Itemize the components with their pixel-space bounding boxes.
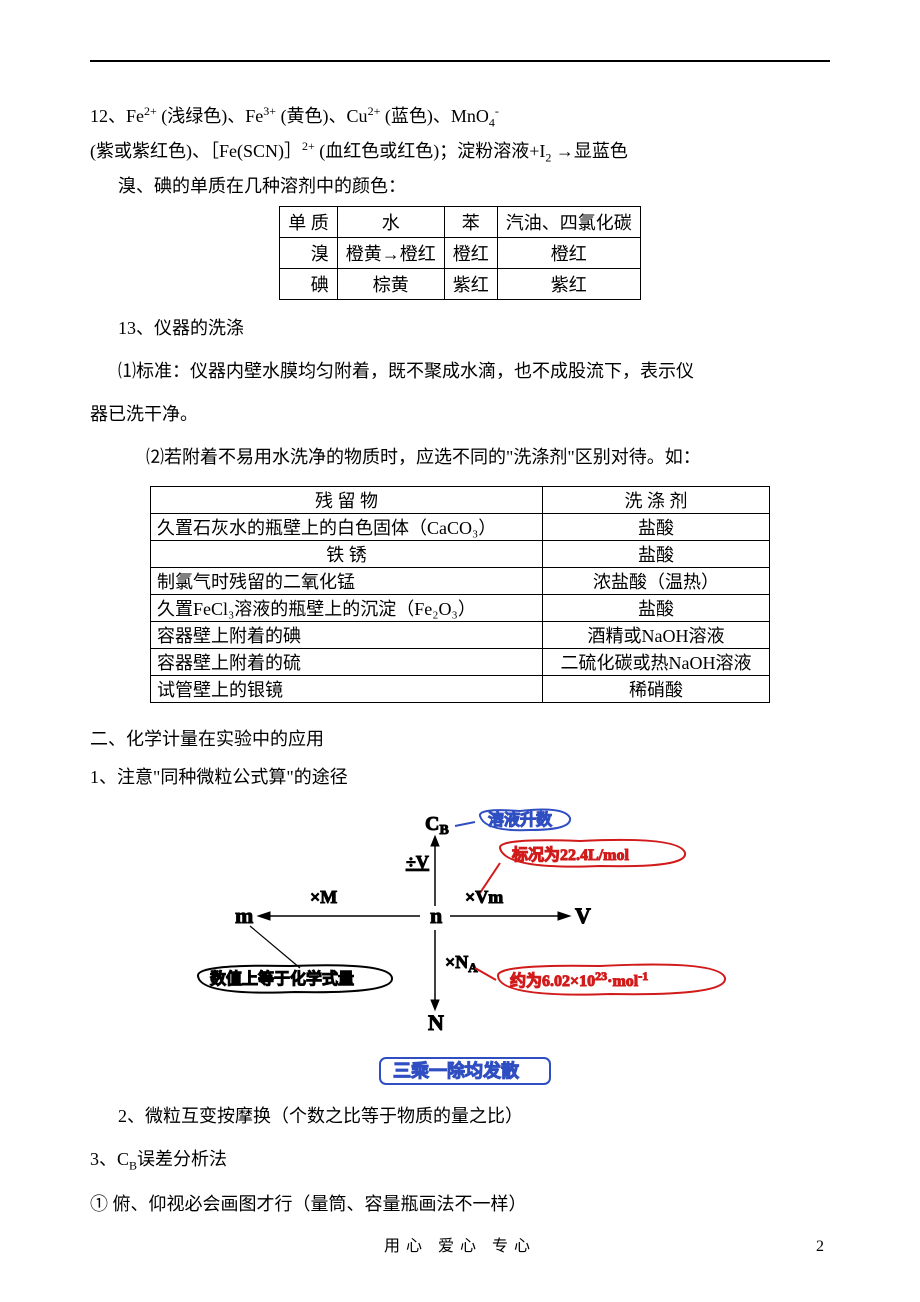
label-stdcond: 标况为22.4L/mol: [511, 845, 629, 864]
td: 二硫化碳或热NaOH溶液: [542, 648, 769, 675]
td: 紫红: [497, 269, 640, 300]
label-eqmass: 数值上等于化学式量: [210, 969, 354, 988]
th: 残 留 物: [151, 486, 543, 513]
sub: B: [129, 1159, 137, 1173]
wash-table: 残 留 物 洗 涤 剂 久置石灰水的瓶壁上的白色固体（CaCO₃）盐酸 铁 锈盐…: [150, 486, 770, 703]
txt: 3、C: [90, 1149, 129, 1169]
label-avogadro: 约为6.02×1023·mol-1: [510, 969, 648, 990]
solvent-table: 单 质 水 苯 汽油、四氯化碳 溴 橙黄→橙红 橙红 橙红 碘 棕黄 紫红 紫红: [279, 206, 641, 300]
label-liters: 溶液升数: [488, 810, 553, 829]
p13-1: ⑴标准：仪器内壁水膜均匀附着，既不聚成水滴，也不成股流下，表示仪: [90, 357, 830, 386]
txt: (蓝色)、MnO: [385, 106, 489, 126]
arrow-liters: [455, 822, 475, 826]
sec2-1: 1、注意"同种微粒公式算"的途径: [90, 763, 830, 792]
td: 稀硝酸: [542, 675, 769, 702]
td: 溴: [280, 238, 338, 269]
table-row: 久置FeCl₃溶液的瓶壁上的沉淀（Fe₂O₃）盐酸: [151, 594, 770, 621]
td: 棕黄: [337, 269, 444, 300]
td: 盐酸: [542, 540, 769, 567]
th: 洗 涤 剂: [542, 486, 769, 513]
label-summary: 三乘一除均发散: [393, 1060, 520, 1081]
p12-line1: 12、Fe2+ (浅绿色)、Fe3+ (黄色)、Cu2+ (蓝色)、MnO4-: [90, 102, 830, 133]
sec2-4: ① 俯、仰视必会画图才行（量筒、容量瓶画法不一样）: [90, 1190, 830, 1219]
sec2-3: 3、CB误差分析法: [90, 1145, 830, 1176]
txt: (黄色)、Cu: [281, 106, 368, 126]
td: 铁 锈: [151, 540, 543, 567]
formula-diagram: CB 溶液升数 ÷V 标况为22.4L/mol m n V ×M: [180, 808, 740, 1088]
table-row: 残 留 物 洗 涤 剂: [151, 486, 770, 513]
sup: 3+: [263, 104, 276, 118]
p13-1b: 器已洗干净。: [90, 400, 830, 429]
table-row: 容器壁上附着的碘酒精或NaOH溶液: [151, 621, 770, 648]
sup: 2+: [144, 104, 157, 118]
txt: 12、Fe: [90, 106, 144, 126]
table-row: 铁 锈盐酸: [151, 540, 770, 567]
td: 碘: [280, 269, 338, 300]
th: 苯: [444, 207, 497, 238]
node-V: V: [575, 903, 591, 928]
arrowhead-up: [431, 836, 439, 846]
td: 盐酸: [542, 513, 769, 540]
label-divV: ÷V: [406, 852, 429, 872]
td: 橙黄→橙红: [337, 238, 444, 269]
th: 水: [337, 207, 444, 238]
td: 橙红: [444, 238, 497, 269]
diagram-svg: CB 溶液升数 ÷V 标况为22.4L/mol m n V ×M: [180, 808, 740, 1088]
td: 酒精或NaOH溶液: [542, 621, 769, 648]
node-m: m: [235, 903, 253, 928]
sec2-2: 2、微粒互变按摩换（个数之比等于物质的量之比）: [90, 1102, 830, 1131]
p13-2: ⑵若附着不易用水洗净的物质时，应选不同的"洗涤剂"区别对待。如：: [90, 443, 830, 472]
label-xM: ×M: [310, 887, 337, 907]
table-row: 试管壁上的银镜稀硝酸: [151, 675, 770, 702]
node-N: N: [428, 1010, 444, 1035]
txt: (浅绿色)、Fe: [161, 106, 263, 126]
node-n: n: [430, 903, 442, 928]
p13-title: 13、仪器的洗涤: [90, 314, 830, 343]
th: 单 质: [280, 207, 338, 238]
label-xVm: ×Vm: [465, 887, 503, 907]
page-number: 2: [816, 1238, 824, 1256]
td: 制氯气时残留的二氧化锰: [151, 567, 543, 594]
txt: →显蓝色: [556, 141, 628, 161]
arrowhead-right: [558, 912, 570, 920]
sup: 2+: [302, 139, 315, 153]
sup: 2+: [368, 104, 381, 118]
top-rule: [90, 60, 830, 62]
td: 试管壁上的银镜: [151, 675, 543, 702]
td: 容器壁上附着的硫: [151, 648, 543, 675]
table-row: 单 质 水 苯 汽油、四氯化碳: [280, 207, 641, 238]
txt: (紫或紫红色)、［Fe(SCN)］: [90, 141, 302, 161]
th: 汽油、四氯化碳: [497, 207, 640, 238]
table-row: 久置石灰水的瓶壁上的白色固体（CaCO₃）盐酸: [151, 513, 770, 540]
table-row: 溴 橙黄→橙红 橙红 橙红: [280, 238, 641, 269]
td: 盐酸: [542, 594, 769, 621]
footer-text: 用心 爱心 专心: [0, 1232, 920, 1256]
connector-m-mass: [250, 926, 300, 968]
sup: -: [495, 104, 499, 118]
p12-line3: 溴、碘的单质在几种溶剂中的颜色：: [90, 172, 830, 201]
arrow-avogadro: [475, 968, 496, 980]
sub: 2: [545, 150, 551, 164]
td: 久置石灰水的瓶壁上的白色固体（CaCO₃）: [151, 513, 543, 540]
table-row: 碘 棕黄 紫红 紫红: [280, 269, 641, 300]
td: 浓盐酸（温热）: [542, 567, 769, 594]
node-CB: CB: [425, 813, 449, 838]
td: 久置FeCl₃溶液的瓶壁上的沉淀（Fe₂O₃）: [151, 594, 543, 621]
txt: 误差分析法: [137, 1149, 227, 1169]
arrowhead-down: [431, 1000, 439, 1010]
txt: (血红色或红色)；淀粉溶液+I: [319, 141, 545, 161]
td: 紫红: [444, 269, 497, 300]
label-xNA: ×NA: [445, 952, 478, 975]
table-row: 容器壁上附着的硫二硫化碳或热NaOH溶液: [151, 648, 770, 675]
p12-line2: (紫或紫红色)、［Fe(SCN)］2+ (血红色或红色)；淀粉溶液+I2 →显蓝…: [90, 137, 830, 168]
sec2-title: 二、化学计量在实验中的应用: [90, 725, 830, 754]
arrowhead-left: [258, 912, 270, 920]
table-row: 制氯气时残留的二氧化锰浓盐酸（温热）: [151, 567, 770, 594]
td: 橙红: [497, 238, 640, 269]
td: 容器壁上附着的碘: [151, 621, 543, 648]
